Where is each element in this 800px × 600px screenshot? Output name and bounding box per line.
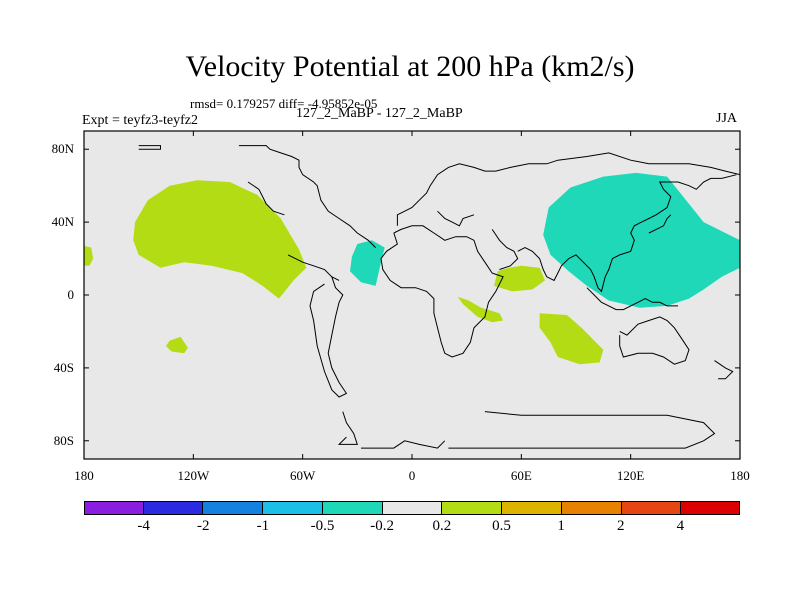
- stats-label: rmsd= 0.179257 diff= -4.95852e-05: [190, 96, 378, 111]
- chart-title: Velocity Potential at 200 hPa (km2/s): [185, 50, 635, 83]
- axis-ticks: [83, 131, 741, 459]
- colorbar-label: 0.5: [492, 518, 511, 534]
- x-tick-label: 120W: [177, 468, 210, 483]
- positive-anomaly-east-africa: [457, 296, 504, 323]
- coastline-segment: [309, 276, 348, 398]
- y-tick-label: 40N: [51, 214, 74, 230]
- coastline-segment: [648, 214, 672, 234]
- colorbar-swatch: [202, 501, 263, 515]
- colorbar-label: 4: [676, 518, 685, 534]
- coastline-segment: [361, 440, 446, 449]
- x-tick-label: 0: [408, 468, 416, 483]
- coastline-segment: [448, 411, 716, 449]
- colorbar-label: 0.2: [432, 518, 452, 534]
- y-tick-label: 80N: [51, 141, 74, 157]
- coastline-segment: [138, 145, 161, 150]
- colorbar-label: -0.5: [310, 518, 335, 534]
- positive-anomaly-south-pacific: [166, 336, 188, 354]
- colorbar-swatch: [501, 501, 561, 515]
- coastline-segment: [238, 145, 376, 248]
- colorbar-swatch: [560, 501, 621, 515]
- colorbar-swatch: [84, 501, 143, 515]
- colorbar-label: -2: [197, 518, 210, 534]
- x-tick-label: 60W: [290, 468, 316, 483]
- y-tick-label: 40S: [53, 359, 74, 375]
- coastline-segment: [586, 287, 678, 311]
- negative-anomaly-europe: [350, 240, 385, 286]
- y-tick-label: 80S: [53, 432, 74, 448]
- case-pair-label: 127_2_MaBP - 127_2_MaBP: [296, 106, 463, 121]
- coastline-segment: [517, 174, 737, 293]
- experiment-label: Expt = teyfz3-teyfz2: [82, 113, 198, 128]
- colorbar-swatch: [381, 501, 442, 515]
- positive-anomaly-south-indian-ocean: [539, 313, 604, 365]
- positive-anomaly-east-pacific-edge: [84, 245, 94, 266]
- colorbar-label: 1: [557, 518, 565, 534]
- coastline-segment: [396, 152, 740, 226]
- colorbar-swatch: [680, 501, 741, 515]
- positive-anomaly-arabian-sea: [494, 265, 545, 292]
- colorbar-label: -1: [256, 518, 270, 534]
- positive-anomaly-north-pacific: [133, 180, 307, 299]
- coastline-segment: [619, 316, 690, 365]
- colorbar-swatch: [262, 501, 322, 515]
- colorbar-label: 2: [616, 518, 625, 534]
- coastline-segment: [337, 411, 358, 445]
- y-tick-label: 0: [67, 287, 75, 302]
- coastline-segment: [393, 225, 493, 274]
- colorbar-swatch: [321, 501, 382, 515]
- coastline-segment: [491, 229, 519, 270]
- colorbar-swatch: [620, 501, 681, 515]
- anomaly-regions: [84, 172, 740, 365]
- coastline-segment: [437, 210, 475, 227]
- x-tick-label: 60E: [510, 468, 532, 483]
- colorbar: [84, 501, 741, 515]
- colorbar-label: -4: [137, 518, 150, 534]
- coastline-segment: [714, 360, 734, 380]
- x-tick-label: 180: [730, 468, 750, 483]
- coastline-segment: [247, 181, 285, 216]
- x-tick-label: 120E: [616, 468, 645, 483]
- colorbar-swatch: [142, 501, 203, 515]
- coastlines: [138, 145, 740, 449]
- season-label: JJA: [716, 111, 738, 126]
- coastline-segment: [380, 232, 504, 358]
- x-tick-label: 180: [74, 468, 94, 483]
- colorbar-label: -0.2: [370, 518, 395, 534]
- colorbar-swatch: [441, 501, 502, 515]
